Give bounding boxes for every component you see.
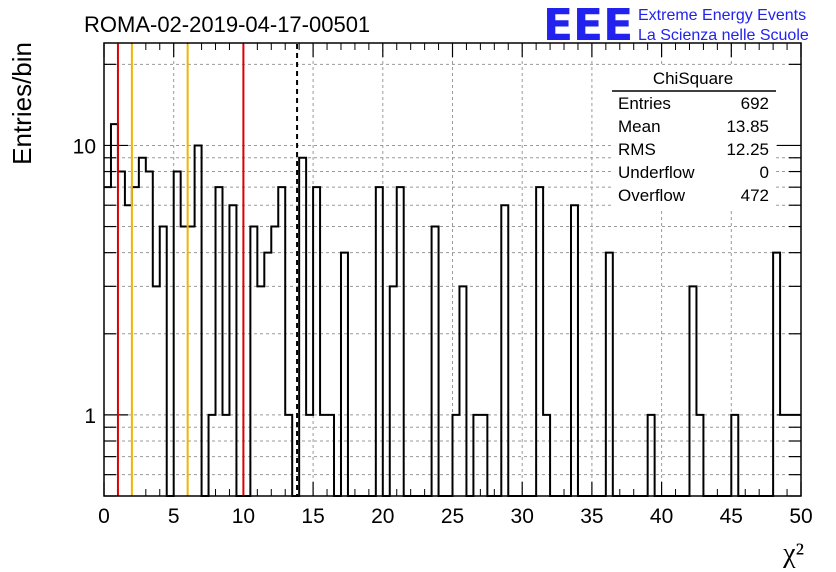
histogram-bin [773,253,780,496]
histogram-bin [132,187,139,496]
histogram-bin [104,187,111,496]
logo-line-2: La Scienza nelle Scuole [638,27,809,44]
histogram-bin [153,286,160,496]
histogram-bin [543,415,550,496]
histogram-bin [285,415,292,496]
histogram-bin [209,415,216,496]
y-tick-label: 1 [84,405,96,428]
histogram-bin [306,415,313,496]
histogram-bin [794,415,801,496]
stats-entries-label: Entries [618,94,671,113]
histogram-bin [195,145,202,496]
x-tick-label: 45 [720,505,743,528]
histogram-bin [648,415,655,496]
histogram-bin [731,415,738,496]
histogram-bin [188,227,195,496]
x-tick-label: 25 [441,505,464,528]
plot-frame [103,42,802,497]
histogram-bin [696,415,703,496]
x-tick-label: 10 [232,505,255,528]
stats-rms-value: 12.25 [726,140,769,159]
histogram-bin [459,286,466,496]
x-tick-label: 50 [789,505,812,528]
stats-mean-value: 13.85 [726,117,769,136]
histogram-bin [264,253,271,496]
histogram-bin [250,227,257,496]
histogram-bin [453,415,460,496]
histogram-bin [480,415,487,496]
y-axis-label: Entries/bin [7,42,37,165]
histogram-bin [216,187,223,496]
stats-box-background [612,66,776,208]
stats-entries-value: 692 [741,94,769,113]
x-tick-label: 5 [168,505,180,528]
stats-box-title: ChiSquare [653,69,733,88]
chart-title: ROMA-02-2019-04-17-00501 [84,12,370,37]
x-tick-label: 30 [511,505,534,528]
histogram-bin [787,415,794,496]
histogram-bin [174,172,181,496]
logo: EEE Extreme Energy Events La Scienza nel… [543,0,809,51]
histogram-bin [139,158,146,496]
histogram-bin [341,253,348,496]
histogram-bin [376,187,383,496]
histogram-bin [320,415,327,496]
logo-line-1: Extreme Energy Events [638,7,806,24]
histogram-bin [606,253,613,496]
stats-underflow-value: 0 [760,163,769,182]
histogram-bin [222,415,229,496]
histogram-bin [160,227,167,496]
histogram-bin [278,187,285,496]
x-tick-label: 35 [580,505,603,528]
logo-mark: EEE [543,0,633,51]
histogram-bin [229,205,236,496]
histogram-bin [299,158,306,496]
x-tick-label: 0 [98,505,110,528]
stats-overflow-value: 472 [741,186,769,205]
x-tick-label: 40 [650,505,673,528]
histogram-bin [313,187,320,496]
histogram-bin [571,205,578,496]
histogram-bin [390,286,397,496]
histogram-bin [125,205,132,496]
histogram-bin [271,227,278,496]
histogram-bin [501,205,508,496]
histogram-bin [146,172,153,496]
histogram-bin [473,415,480,496]
histogram-bin [118,172,125,496]
stats-mean-label: Mean [618,117,661,136]
histogram-bin [111,124,118,496]
histogram-bin [536,187,543,496]
histogram-bin [689,286,696,496]
stats-underflow-label: Underflow [618,163,695,182]
histogram-bin [780,415,787,496]
stats-rms-label: RMS [618,140,656,159]
y-tick-label: 10 [73,135,96,158]
histogram-bin [257,286,264,496]
x-tick-label: 15 [301,505,324,528]
stats-box: ChiSquare Entries 692 Mean 13.85 RMS 12.… [612,66,776,208]
reference-lines [116,44,299,496]
histogram-bin [432,227,439,496]
histogram-bin [327,415,334,496]
histogram-bin [397,187,404,496]
tick-labels: 0 5 10 15 20 25 30 35 40 45 50 1 10 [73,135,813,528]
x-tick-label: 20 [371,505,394,528]
x-axis-label: χ² [782,538,804,569]
histogram-bin [181,227,188,496]
stats-overflow-label: Overflow [618,186,686,205]
